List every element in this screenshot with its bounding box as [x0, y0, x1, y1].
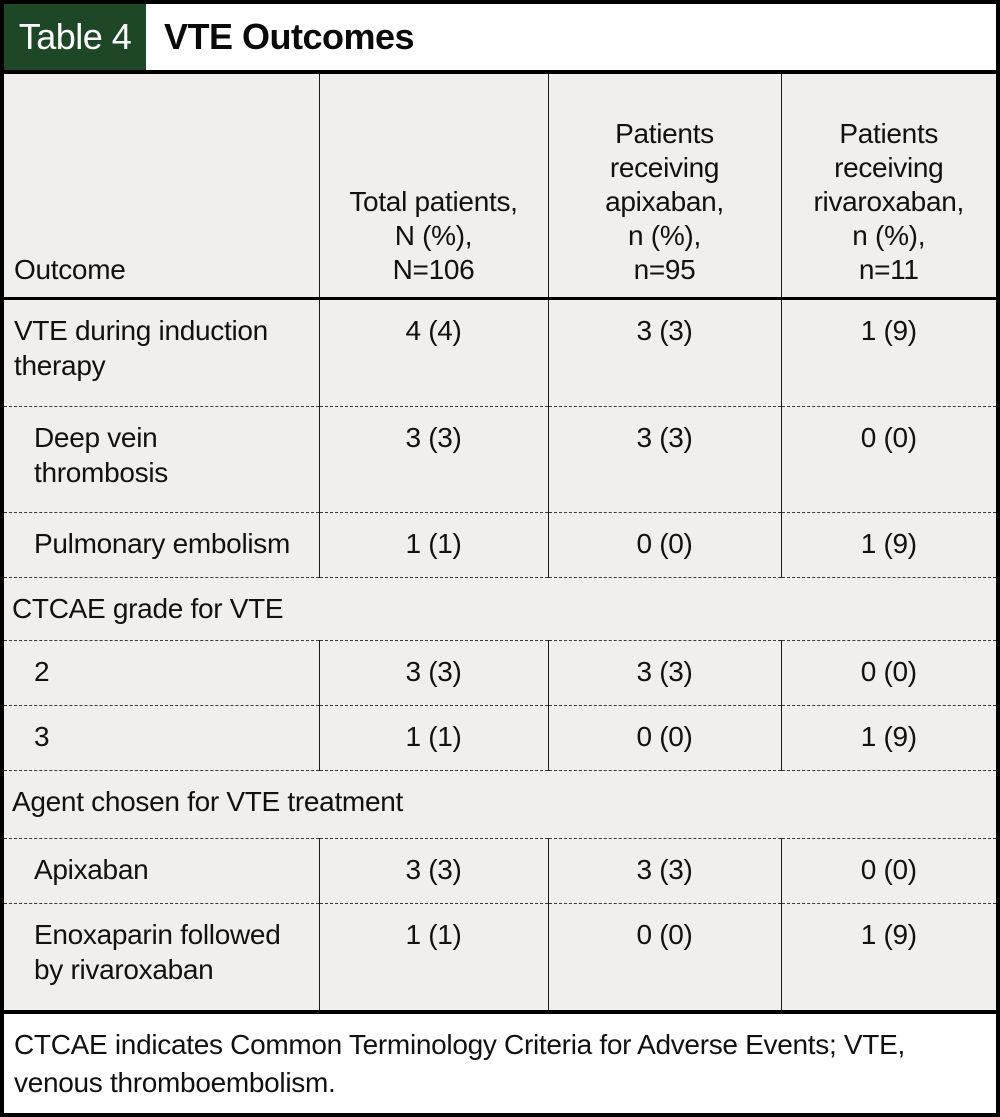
- column-header-total-patients: Total patients, N (%), N=106: [318, 74, 548, 300]
- value-cell: 0 (0): [780, 405, 996, 512]
- section-label: CTCAE grade for VTE: [4, 576, 996, 640]
- value-cell: 3 (3): [547, 837, 781, 903]
- table-row: 3 1 (1) 0 (0) 1 (9): [4, 704, 996, 770]
- value-cell: 3 (3): [547, 298, 781, 406]
- outcome-cell: Deep vein thrombosis: [4, 405, 319, 512]
- value-cell: 3 (3): [318, 405, 548, 512]
- vte-outcomes-table: Outcome Total patients, N (%), N=106 Pat…: [4, 74, 996, 1010]
- section-row: Agent chosen for VTE treatment: [4, 769, 996, 838]
- outcome-cell: Pulmonary embolism: [4, 511, 319, 577]
- outcome-cell: 2: [4, 639, 319, 705]
- value-cell: 1 (1): [318, 511, 548, 577]
- table-row: Apixaban 3 (3) 3 (3) 0 (0): [4, 837, 996, 903]
- column-header-rivaroxaban: Patients receiving rivaroxaban, n (%), n…: [780, 74, 996, 300]
- table-number-label: Table 4: [18, 16, 132, 57]
- value-cell: 1 (9): [780, 298, 996, 406]
- value-cell: 0 (0): [547, 704, 781, 770]
- table-row: Pulmonary embolism 1 (1) 0 (0) 1 (9): [4, 511, 996, 577]
- table-title: VTE Outcomes: [164, 16, 415, 57]
- outcome-cell: Enoxaparin followed by rivaroxaban: [4, 902, 319, 1010]
- title-bar: Table 4 VTE Outcomes: [4, 4, 996, 74]
- column-header-outcome: Outcome: [4, 74, 319, 300]
- value-cell: 0 (0): [547, 902, 781, 1010]
- value-cell: 0 (0): [780, 837, 996, 903]
- header-row: Outcome Total patients, N (%), N=106 Pat…: [4, 74, 996, 300]
- outcome-cell: 3: [4, 704, 319, 770]
- value-cell: 1 (1): [318, 704, 548, 770]
- value-cell: 1 (9): [780, 511, 996, 577]
- table-number-tag: Table 4: [4, 4, 146, 70]
- value-cell: 3 (3): [318, 639, 548, 705]
- table-row: VTE during induction therapy 4 (4) 3 (3)…: [4, 298, 996, 406]
- column-header-apixaban: Patients receiving apixaban, n (%), n=95: [547, 74, 781, 300]
- value-cell: 4 (4): [318, 298, 548, 406]
- section-label: Agent chosen for VTE treatment: [4, 769, 996, 838]
- outcome-cell: VTE during induction therapy: [14, 314, 268, 381]
- value-cell: 0 (0): [780, 639, 996, 705]
- table-row: Deep vein thrombosis 3 (3) 3 (3) 0 (0): [4, 405, 996, 512]
- table-row: Enoxaparin followed by rivaroxaban 1 (1)…: [4, 902, 996, 1010]
- value-cell: 0 (0): [547, 511, 781, 577]
- value-cell: 1 (9): [780, 704, 996, 770]
- value-cell: 3 (3): [318, 837, 548, 903]
- value-cell: 3 (3): [547, 405, 781, 512]
- table-row: 2 3 (3) 3 (3) 0 (0): [4, 639, 996, 705]
- outcome-cell: Apixaban: [4, 837, 319, 903]
- value-cell: 1 (9): [780, 902, 996, 1010]
- value-cell: 1 (1): [318, 902, 548, 1010]
- table-footnote: CTCAE indicates Common Terminology Crite…: [4, 1010, 996, 1113]
- section-row: CTCAE grade for VTE: [4, 576, 996, 640]
- value-cell: 3 (3): [547, 639, 781, 705]
